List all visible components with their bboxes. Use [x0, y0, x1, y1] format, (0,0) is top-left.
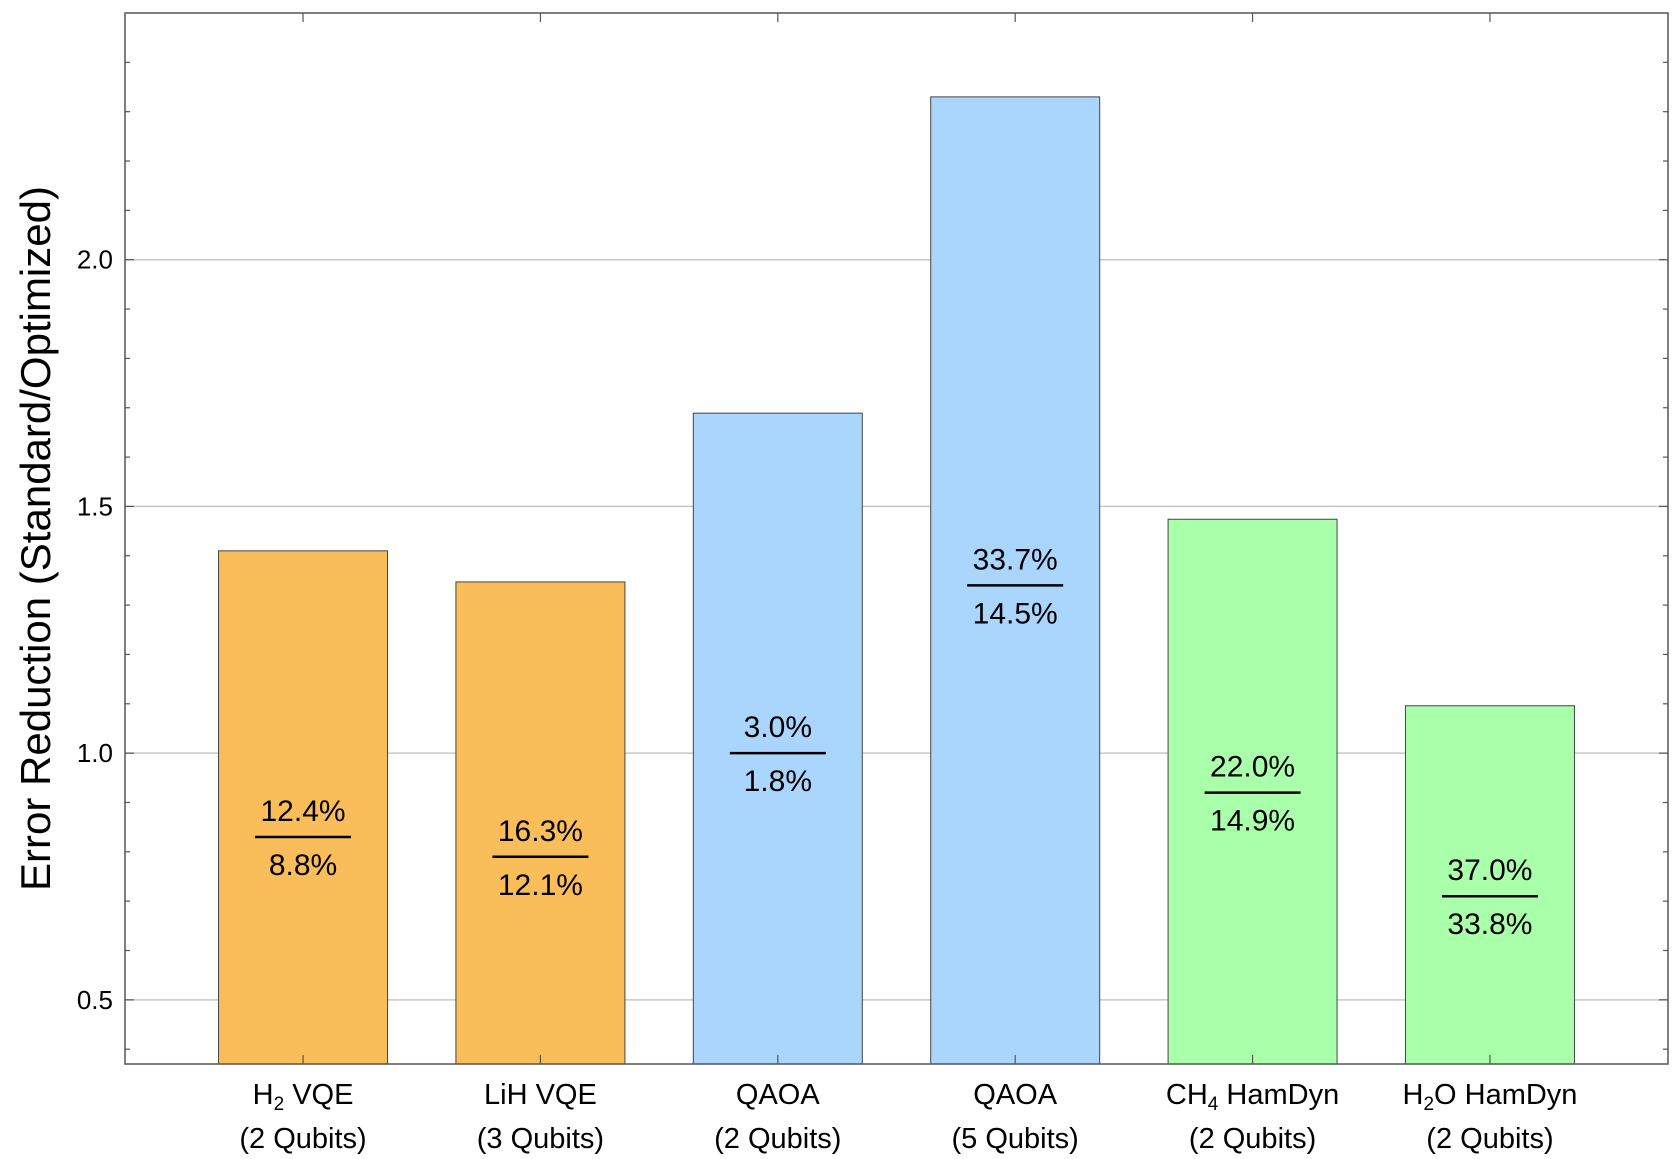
optimized-error-label: 14.9%	[1210, 805, 1295, 838]
optimized-error-label: 14.5%	[973, 597, 1058, 630]
y-tick-label: 0.5	[77, 985, 113, 1015]
standard-error-label: 22.0%	[1210, 751, 1295, 784]
axis-ticks	[125, 13, 1668, 1064]
standard-error-label: 12.4%	[260, 795, 345, 828]
category-label-line2: (2 Qubits)	[714, 1123, 841, 1155]
y-tick-labels: 0.5 1.0 1.5 2.0	[77, 245, 113, 1015]
category-label-line2: (2 Qubits)	[1426, 1123, 1553, 1155]
optimized-error-label: 8.8%	[269, 849, 337, 882]
plot-frame	[124, 12, 1669, 1065]
category-label-line1: QAOA	[973, 1079, 1057, 1111]
category-label-line2: (2 Qubits)	[239, 1123, 366, 1155]
category-label-line1: QAOA	[736, 1079, 820, 1111]
category-label-line1: H2O HamDyn	[1402, 1079, 1577, 1115]
category-label-line2: (3 Qubits)	[477, 1123, 604, 1155]
y-tick-label: 1.0	[77, 738, 113, 768]
x-category-labels: H2 VQE (2 Qubits) LiH VQE (3 Qubits) QAOA (2 …	[239, 1079, 1577, 1155]
standard-error-label: 33.7%	[973, 543, 1058, 576]
category-label-line2: (2 Qubits)	[1189, 1123, 1316, 1155]
bars	[218, 96, 1575, 1065]
bar	[1404, 705, 1575, 1065]
ratio-labels: 12.4% 8.8% 16.3% 12.1% 3.0% 1.8% 33.7% 14.5% 22.…	[255, 543, 1538, 941]
standard-error-label: 16.3%	[498, 815, 583, 848]
optimized-error-label: 33.8%	[1447, 908, 1532, 941]
y-tick-label: 2.0	[77, 245, 113, 275]
y-axis-label: Error Reduction (Standard/Optimized)	[12, 186, 59, 891]
y-tick-label: 1.5	[77, 491, 113, 521]
category-label-line1: H2 VQE	[253, 1079, 354, 1115]
standard-error-label: 37.0%	[1447, 854, 1532, 887]
bar	[930, 96, 1101, 1065]
category-label-line2: (5 Qubits)	[952, 1123, 1079, 1155]
category-label-line1: CH4 HamDyn	[1166, 1079, 1339, 1115]
standard-error-label: 3.0%	[744, 711, 812, 744]
optimized-error-label: 12.1%	[498, 869, 583, 902]
bar	[218, 550, 389, 1065]
optimized-error-label: 1.8%	[744, 765, 812, 798]
bar	[692, 412, 863, 1065]
category-label-line1: LiH VQE	[484, 1079, 597, 1111]
